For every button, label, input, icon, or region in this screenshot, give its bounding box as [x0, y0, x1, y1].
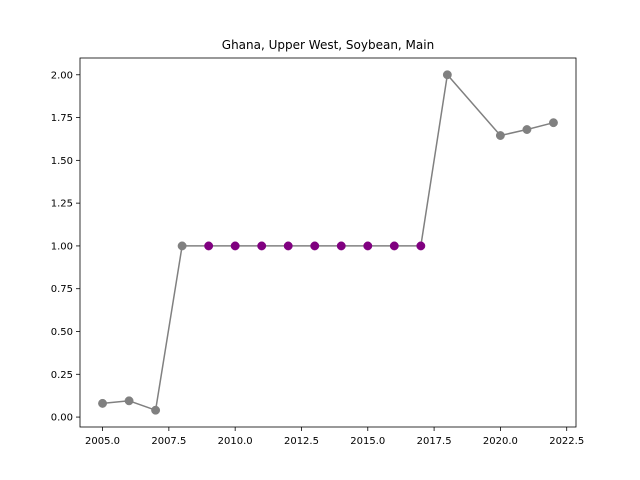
y-tick-label: 1.00: [51, 241, 73, 252]
x-tick-label: 2017.5: [417, 436, 452, 447]
data-point: [522, 125, 532, 134]
x-tick-label: 2012.5: [284, 436, 319, 447]
data-point: [124, 396, 134, 406]
data-point: [336, 241, 346, 251]
x-tick-label: 2020.0: [483, 436, 518, 447]
data-point: [98, 398, 107, 408]
data-point: [363, 241, 373, 251]
data-point: [283, 241, 293, 251]
x-tick-label: 2022.5: [549, 436, 584, 447]
data-point: [177, 241, 187, 251]
data-point: [257, 241, 267, 251]
data-point: [230, 241, 240, 251]
x-tick-label: 2010.0: [218, 436, 253, 447]
x-tick-label: 2007.5: [151, 436, 186, 447]
plot-area: 2005.0 2007.5 2010.0 2012.5 2015.0 2017.5 2020…: [51, 57, 584, 447]
x-tick-label: 2005.0: [85, 436, 120, 447]
data-point: [204, 241, 214, 251]
x-tick-label: 2015.0: [350, 436, 385, 447]
data-point: [416, 241, 426, 251]
chart-title: Ghana, Upper West, Soybean, Main: [222, 38, 434, 52]
y-tick-label: 1.25: [51, 199, 73, 210]
data-point: [549, 118, 558, 128]
axes-frame: [79, 57, 577, 428]
data-point: [151, 405, 161, 415]
y-tick-label: 1.75: [51, 113, 73, 124]
y-tick-label: 0.75: [51, 284, 73, 295]
data-point: [495, 131, 505, 140]
y-tick-label: 0.00: [51, 413, 73, 424]
data-point: [442, 70, 452, 80]
data-point: [389, 241, 399, 251]
data-point: [310, 241, 320, 251]
y-tick-label: 0.50: [51, 327, 73, 338]
y-tick-label: 0.25: [51, 370, 73, 381]
y-tick-label: 1.50: [51, 156, 73, 167]
y-tick-label: 2.00: [51, 70, 73, 81]
